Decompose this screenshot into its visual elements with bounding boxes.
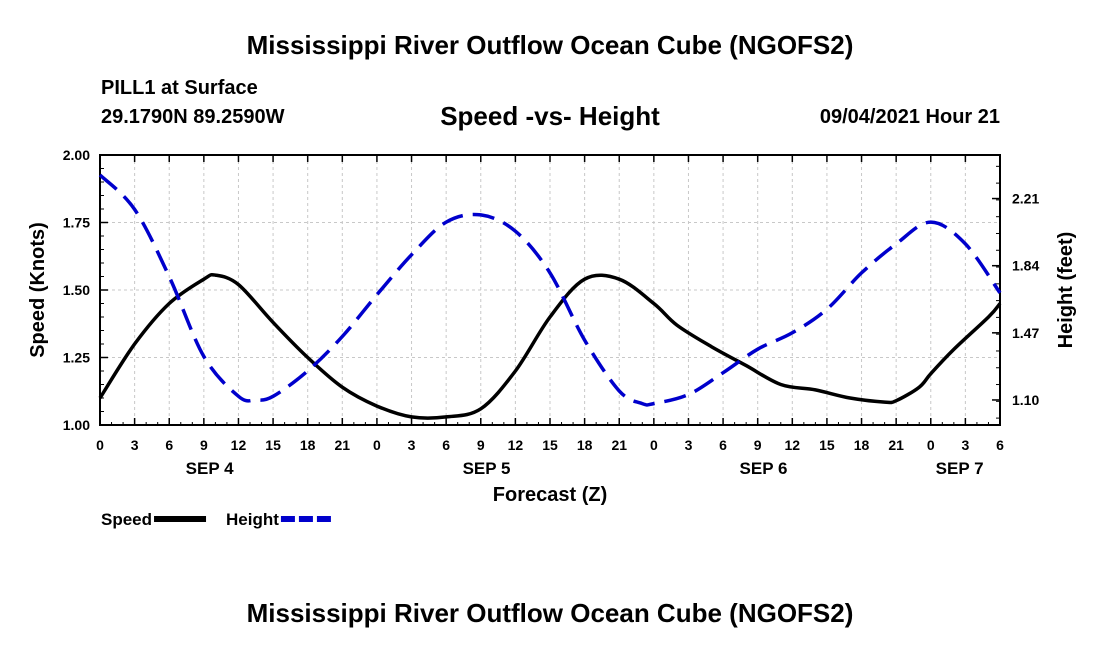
y2-axis-title: Height (feet) xyxy=(1055,232,1077,349)
x-tick-label: 9 xyxy=(754,437,762,453)
y2-tick-label: 2.21 xyxy=(1012,191,1039,207)
x-tick-label: 6 xyxy=(719,437,727,453)
y-tick-label: 1.00 xyxy=(63,417,90,433)
axis-labels: 0 3 6 9 12 15 18 21 0 3 6 9 12 15 18 21 0 3 6 9 12 15 18 21 0 3 6 2… xyxy=(27,147,1077,506)
station-label: PILL1 at Surface xyxy=(101,77,258,99)
day-label: SEP 4 xyxy=(186,459,234,478)
x-tick-label: 21 xyxy=(335,437,351,453)
station-coordinates: 29.1790N 89.2590W xyxy=(101,106,285,128)
x-tick-label: 3 xyxy=(961,437,969,453)
x-tick-label: 21 xyxy=(611,437,627,453)
x-tick-label: 12 xyxy=(785,437,801,453)
x-tick-label: 9 xyxy=(477,437,485,453)
day-label: SEP 7 xyxy=(936,459,984,478)
x-tick-label: 3 xyxy=(131,437,139,453)
x-tick-label: 0 xyxy=(96,437,104,453)
day-label: SEP 6 xyxy=(740,459,788,478)
x-tick-label: 18 xyxy=(577,437,593,453)
x-tick-label: 12 xyxy=(508,437,524,453)
chart-title: Speed -vs- Height xyxy=(440,101,660,131)
series-line-speed xyxy=(98,272,1002,420)
x-tick-label: 15 xyxy=(265,437,281,453)
x-tick-label: 6 xyxy=(442,437,450,453)
x-tick-label: 6 xyxy=(165,437,173,453)
chart-grid xyxy=(100,155,1000,425)
x-tick-label: 0 xyxy=(927,437,935,453)
axis-ticks xyxy=(99,154,1001,426)
day-label: SEP 5 xyxy=(463,459,511,478)
x-tick-label: 3 xyxy=(685,437,693,453)
legend-label-speed: Speed xyxy=(101,510,152,529)
x-tick-label: 0 xyxy=(650,437,658,453)
forecast-datetime: 09/04/2021 Hour 21 xyxy=(819,106,1000,128)
y2-tick-label: 1.84 xyxy=(1012,258,1039,274)
footer-title: Mississippi River Outflow Ocean Cube (NG… xyxy=(246,598,854,628)
x-tick-label: 9 xyxy=(200,437,208,453)
x-tick-label: 21 xyxy=(888,437,904,453)
y-tick-label: 2.00 xyxy=(63,147,90,163)
series-line-height xyxy=(98,173,1002,407)
x-tick-label: 3 xyxy=(408,437,416,453)
x-tick-label: 12 xyxy=(231,437,247,453)
chart-series xyxy=(98,173,1002,420)
x-tick-label: 15 xyxy=(542,437,558,453)
y-tick-label: 1.75 xyxy=(63,215,90,231)
x-tick-label: 15 xyxy=(819,437,835,453)
x-tick-label: 6 xyxy=(996,437,1004,453)
x-tick-label: 18 xyxy=(300,437,316,453)
y-tick-label: 1.25 xyxy=(63,350,90,366)
x-tick-label: 0 xyxy=(373,437,381,453)
y2-tick-label: 1.10 xyxy=(1012,392,1039,408)
y2-tick-label: 1.47 xyxy=(1012,325,1039,341)
y-tick-label: 1.50 xyxy=(63,282,90,298)
x-axis-title: Forecast (Z) xyxy=(493,484,607,506)
page-title: Mississippi River Outflow Ocean Cube (NG… xyxy=(246,30,854,60)
y-axis-title: Speed (Knots) xyxy=(27,222,49,358)
x-tick-label: 18 xyxy=(854,437,870,453)
chart-legend: Speed Height xyxy=(101,510,333,529)
legend-label-height: Height xyxy=(226,510,279,529)
